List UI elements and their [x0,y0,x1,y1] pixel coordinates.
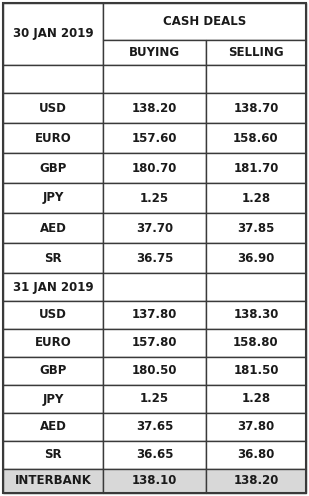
Text: CASH DEALS: CASH DEALS [163,15,246,28]
Text: 180.70: 180.70 [132,162,177,175]
Text: INTERBANK: INTERBANK [15,475,91,488]
Bar [206,65,306,93]
Text: 37.85: 37.85 [237,222,275,235]
Text: JPY: JPY [42,191,64,204]
Text: USD: USD [39,309,67,321]
Text: 138.20: 138.20 [233,475,279,488]
Text: 138.70: 138.70 [233,102,279,115]
Text: BUYING: BUYING [129,46,180,59]
Text: 138.30: 138.30 [233,309,279,321]
Bar [103,153,206,183]
Bar [103,3,306,40]
Text: 37.80: 37.80 [237,421,275,434]
Text: 36.75: 36.75 [136,251,173,264]
Bar [206,385,306,413]
Text: 36.80: 36.80 [237,448,275,461]
Bar [103,329,206,357]
Bar [3,301,103,329]
Text: 181.50: 181.50 [233,365,279,377]
Bar [3,123,103,153]
Bar [206,40,306,65]
Text: SR: SR [44,448,62,461]
Text: 138.20: 138.20 [132,102,177,115]
Bar [103,385,206,413]
Bar [3,213,103,243]
Text: 1.28: 1.28 [241,191,271,204]
Bar [103,40,206,65]
Bar [103,213,206,243]
Bar [206,441,306,469]
Text: 30 JAN 2019: 30 JAN 2019 [13,27,93,41]
Text: EURO: EURO [35,131,71,144]
Bar [103,301,206,329]
Bar [3,153,103,183]
Bar [103,469,206,493]
Text: 157.60: 157.60 [132,131,177,144]
Bar [206,469,306,493]
Text: 138.10: 138.10 [132,475,177,488]
Text: 137.80: 137.80 [132,309,177,321]
Text: 37.70: 37.70 [136,222,173,235]
Bar [206,413,306,441]
Bar [206,153,306,183]
Text: USD: USD [39,102,67,115]
Text: JPY: JPY [42,392,64,406]
Text: 157.80: 157.80 [132,336,177,350]
Bar [206,329,306,357]
Bar [206,123,306,153]
Text: 1.25: 1.25 [140,392,169,406]
Bar [103,357,206,385]
Bar [103,65,206,93]
Bar [206,273,306,301]
Text: SELLING: SELLING [228,46,284,59]
Text: EURO: EURO [35,336,71,350]
Bar [206,93,306,123]
Text: 36.65: 36.65 [136,448,173,461]
Text: SR: SR [44,251,62,264]
Bar [3,93,103,123]
Bar [103,123,206,153]
Text: 1.28: 1.28 [241,392,271,406]
Bar [103,93,206,123]
Bar [3,357,103,385]
Text: 158.80: 158.80 [233,336,279,350]
Text: 1.25: 1.25 [140,191,169,204]
Bar [206,357,306,385]
Bar [3,329,103,357]
Text: 180.50: 180.50 [132,365,177,377]
Bar [3,469,103,493]
Bar [3,273,103,301]
Bar [103,413,206,441]
Bar [206,183,306,213]
Text: GBP: GBP [39,365,67,377]
Bar [103,273,206,301]
Text: AED: AED [40,222,66,235]
Bar [3,385,103,413]
Text: 158.60: 158.60 [233,131,279,144]
Bar [3,183,103,213]
Bar [3,243,103,273]
Bar [206,243,306,273]
Bar [3,3,103,65]
Text: 37.65: 37.65 [136,421,173,434]
Bar [206,213,306,243]
Bar [103,243,206,273]
Text: AED: AED [40,421,66,434]
Text: 31 JAN 2019: 31 JAN 2019 [13,281,93,294]
Bar [103,441,206,469]
Bar [103,183,206,213]
Text: GBP: GBP [39,162,67,175]
Bar [3,65,103,93]
Bar [3,413,103,441]
Bar [3,441,103,469]
Text: 181.70: 181.70 [233,162,279,175]
Bar [206,301,306,329]
Text: 36.90: 36.90 [237,251,275,264]
